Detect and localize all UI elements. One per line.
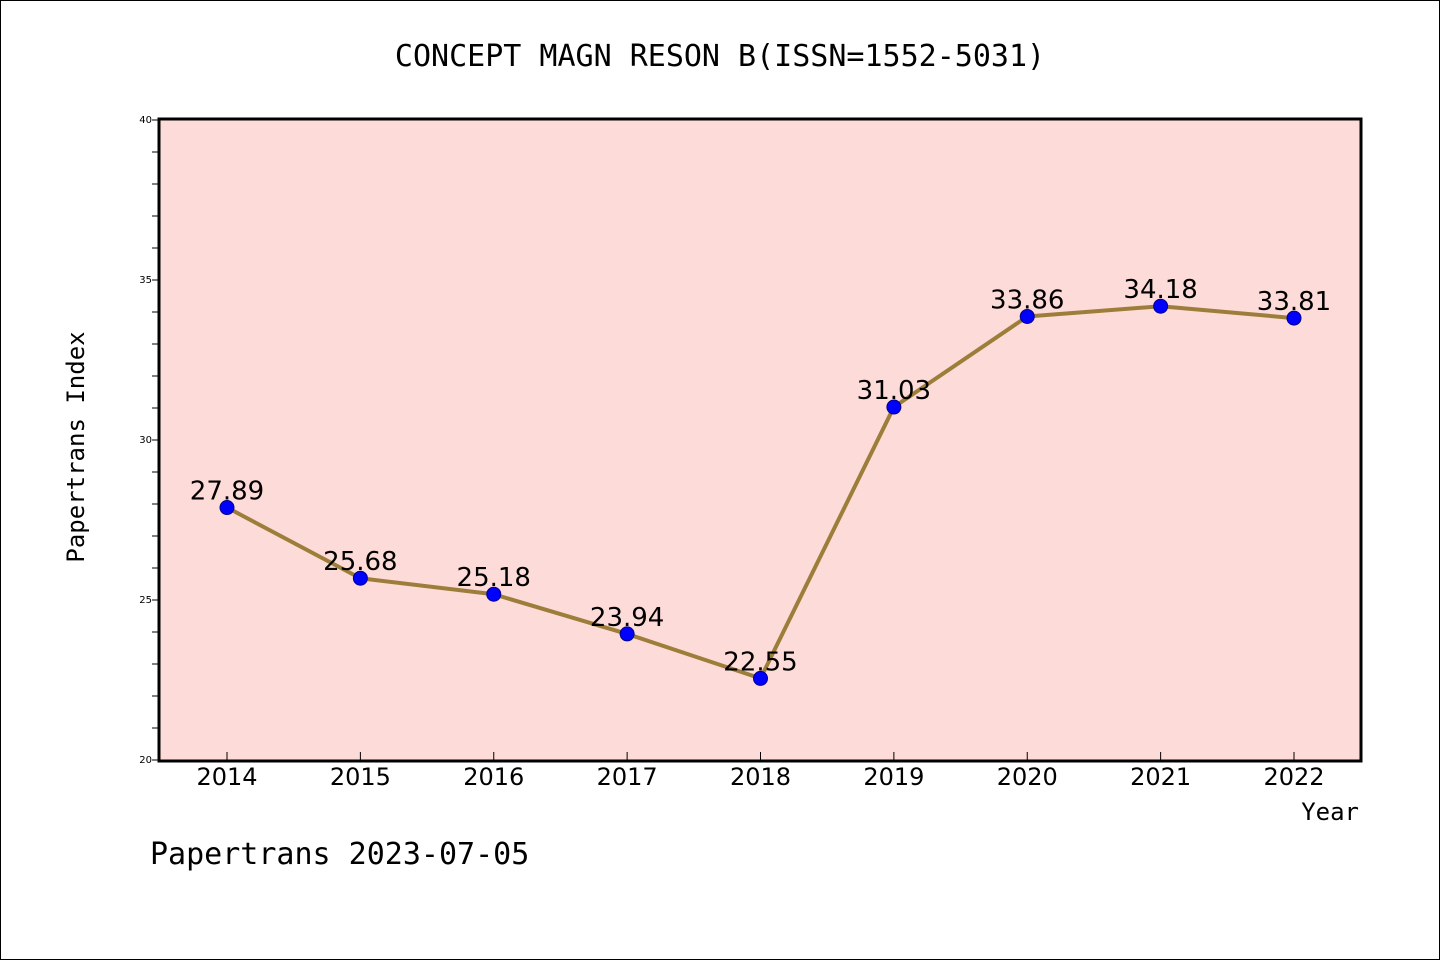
x-tick-label: 2014 [196, 763, 257, 791]
data-point-label: 33.86 [990, 285, 1064, 315]
data-point-label: 22.55 [723, 647, 797, 677]
data-point-marker [1286, 310, 1302, 326]
series-markers [219, 298, 1302, 686]
data-point-marker [219, 500, 235, 516]
data-point-marker [1153, 298, 1169, 314]
x-tick-label: 2015 [330, 763, 391, 791]
data-point-marker [886, 399, 902, 415]
data-point-marker [753, 670, 768, 686]
data-point-marker [486, 586, 502, 602]
data-point-label: 25.68 [323, 547, 397, 577]
y-axis-title: Papertrans Index [62, 331, 90, 562]
data-point-label: 34.18 [1123, 275, 1197, 305]
data-point-marker [619, 626, 635, 642]
x-tick-label: 2022 [1263, 763, 1324, 791]
data-point-label: 27.89 [190, 477, 264, 507]
data-point-label: 31.03 [857, 376, 931, 406]
data-point-label: 25.18 [457, 563, 531, 593]
data-labels: 27.89 25.68 25.18 23.94 22.55 31.03 33.86 34.18… [190, 275, 1331, 677]
footer-text: Papertrans 2023-07-05 [150, 837, 529, 872]
y-tick-label: 40 [139, 115, 152, 126]
y-tick-label: 20 [139, 755, 152, 766]
x-axis-ticks: 2014 2015 2016 2017 2018 2019 2020 2021 2022 [196, 752, 1325, 791]
data-point-marker [352, 570, 368, 586]
y-axis-ticks: 20 25 30 35 40 [139, 115, 160, 766]
chart-title: CONCEPT MAGN RESON B(ISSN=1552-5031) [395, 39, 1045, 74]
x-tick-label: 2019 [863, 763, 924, 791]
x-tick-label: 2018 [730, 763, 791, 791]
data-point-label: 23.94 [590, 603, 664, 633]
data-point-marker [1019, 308, 1035, 324]
x-tick-label: 2020 [997, 763, 1058, 791]
x-axis-title: Year [1301, 798, 1359, 826]
x-tick-label: 2017 [597, 763, 658, 791]
x-tick-label: 2021 [1130, 763, 1191, 791]
plot-area [157, 117, 1363, 763]
y-tick-label: 25 [139, 595, 152, 606]
y-minor-ticks [152, 151, 160, 729]
data-point-label: 33.81 [1257, 287, 1331, 317]
y-tick-label: 35 [139, 275, 152, 286]
x-tick-label: 2016 [463, 763, 524, 791]
y-tick-label: 30 [139, 435, 152, 446]
